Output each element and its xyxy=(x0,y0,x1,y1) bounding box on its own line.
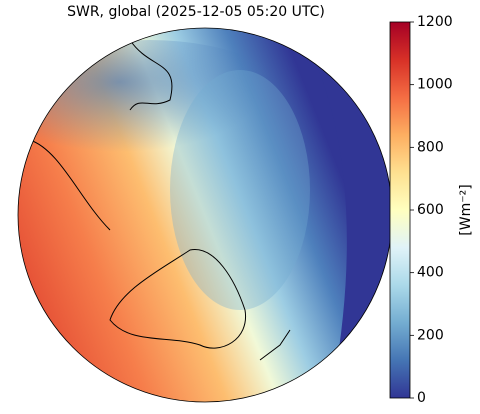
colorbar-tick-label: 600 xyxy=(417,202,444,218)
colorbar-label: [Wm⁻²] xyxy=(458,184,474,235)
colorbar-tick-label: 0 xyxy=(417,390,426,406)
globe xyxy=(18,28,392,402)
map-title: SWR, global (2025-12-05 05:20 UTC) xyxy=(67,4,325,20)
colorbar-tick-label: 200 xyxy=(417,327,444,343)
colorbar-tick-label: 1000 xyxy=(417,77,453,93)
colorbar-tick-label: 800 xyxy=(417,139,444,155)
colorbar xyxy=(389,21,411,399)
colorbar-tick-label: 400 xyxy=(417,265,444,281)
colorbar-tick-label: 1200 xyxy=(417,14,453,30)
